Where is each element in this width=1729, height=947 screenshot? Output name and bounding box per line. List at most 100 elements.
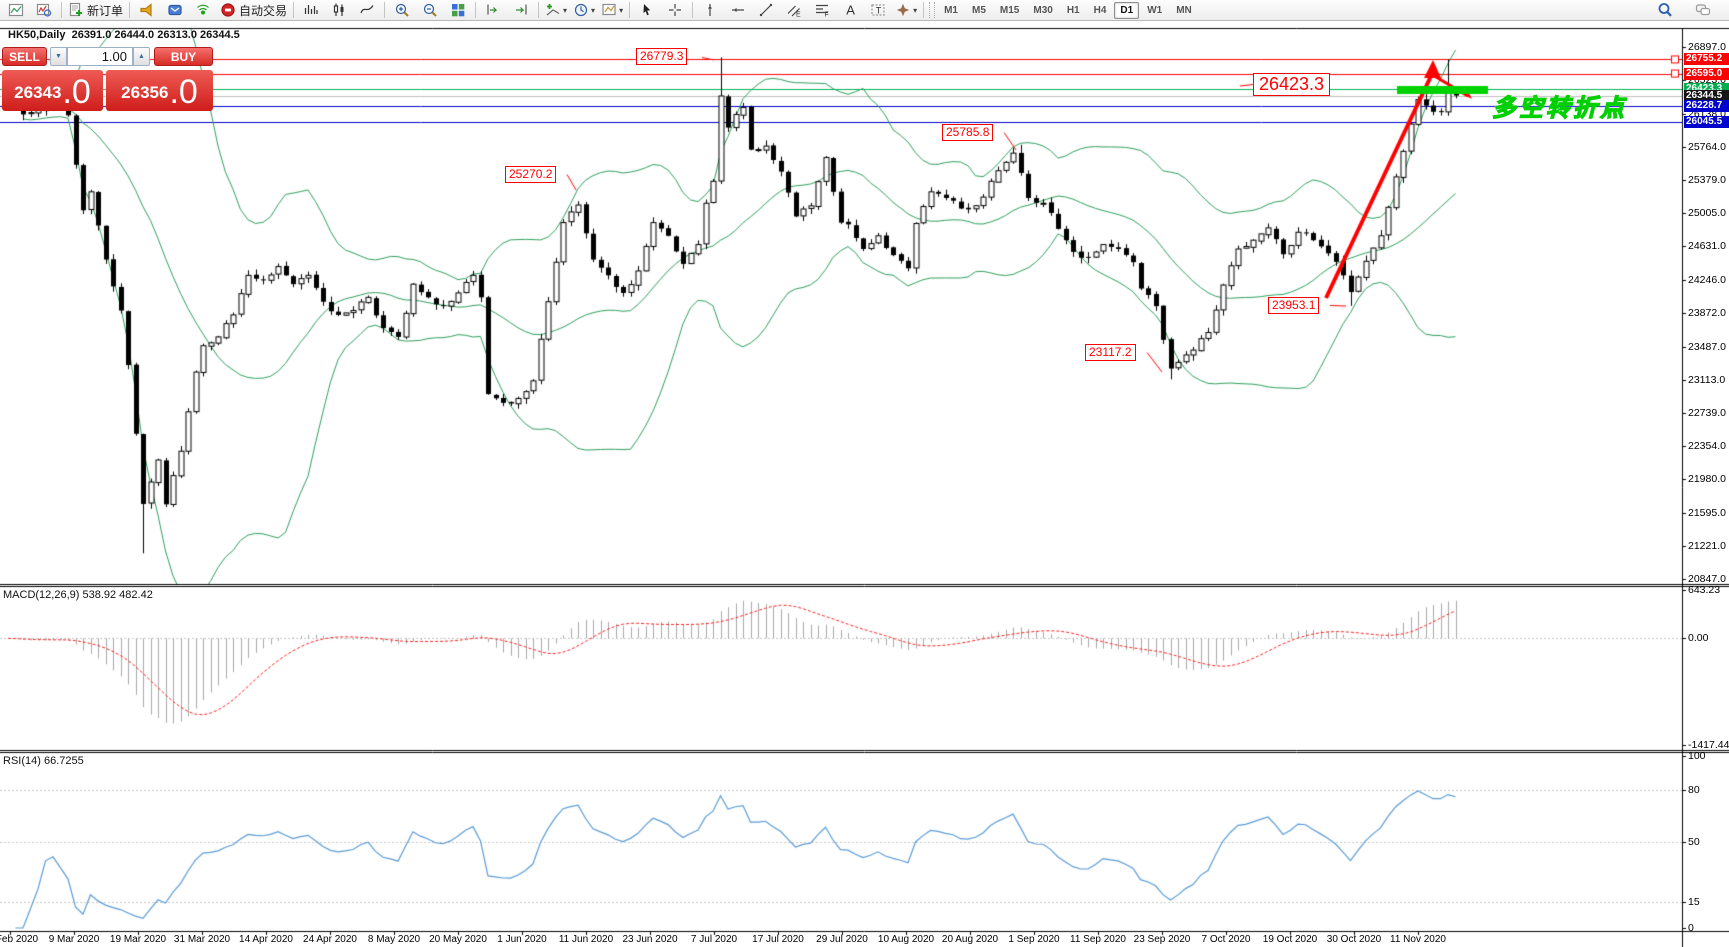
date-axis-label: 11 Jun 2020 [558,934,614,945]
bull-bear-turning-point-annotation[interactable]: 多空转折点 [1491,94,1627,122]
buy-button[interactable]: BUY [154,47,213,66]
text-button[interactable]: A [836,0,864,21]
crosshair-button[interactable] [661,0,689,21]
price-callout-label[interactable]: 25270.2 [505,166,557,183]
date-axis-label: 14 Apr 2020 [239,934,293,945]
price-axis-tick: 24631.0 [1688,240,1726,253]
auto-scroll-button[interactable] [479,0,507,21]
rsi-indicator-label: RSI(14) 66.7255 [3,755,84,767]
horizontal-line-button[interactable] [724,0,752,21]
timeframe-d1-button[interactable]: D1 [1114,1,1140,19]
date-axis-label: 23 Jun 2020 [622,934,678,945]
sell-button[interactable]: SELL [2,47,47,66]
sell-price-big: .0 [62,73,91,111]
auto-trading-button[interactable]: 自动交易 [217,0,290,21]
timeframe-m30-button[interactable]: M30 [1033,4,1053,16]
vertical-line-button[interactable] [696,0,724,21]
date-axis-label: 23 Sep 2020 [1133,934,1191,945]
tile-windows-button[interactable] [444,0,472,21]
cursor [643,4,651,16]
signals-icon[interactable] [189,0,217,21]
rsi-axis-tick: 0 [1688,922,1694,934]
price-axis-tick: 23872.0 [1688,306,1726,319]
candlestick-chart-button[interactable] [325,0,353,21]
timeframe-w1-button[interactable]: W1 [1147,4,1163,16]
price-axis-tick: 24246.0 [1688,274,1726,287]
equidistant-channel-button[interactable]: E [780,0,808,21]
timeframe-mn-button[interactable]: MN [1176,4,1192,16]
fib: F [816,4,829,19]
new-order-button[interactable]: 新订单 [65,0,126,21]
macd-axis-tick: -1417.44 [1688,738,1729,751]
toolbar-separator [629,2,631,18]
macd-axis-tick: 643.23 [1688,584,1721,596]
clock [574,3,588,17]
buy-price-big: .0 [169,73,198,111]
svg-text:F: F [825,12,829,19]
buy-price-button[interactable]: 26356 .0 [106,70,213,111]
template [602,3,616,16]
template-button[interactable]: ▾ [598,0,626,21]
dropdown-caret-icon: ▾ [619,5,624,15]
channel: E [787,5,801,18]
price-callout-label[interactable]: 25785.8 [942,124,994,141]
date-axis-label: 10 Aug 2020 [877,934,935,945]
chart-canvas[interactable] [0,22,1729,947]
vline [708,4,713,16]
chart-window-icon[interactable] [2,0,30,21]
price-level-box: 26595.0 [1684,67,1729,80]
toolbar-separator [475,2,477,18]
price-callout-label[interactable]: 26779.3 [636,48,688,65]
mailbox-icon[interactable] [161,0,189,21]
volume-input[interactable]: 1.00 [67,47,133,66]
date-axis-label: 1 Jun 2020 [497,934,547,945]
label-button[interactable]: T [864,0,892,21]
price-level-box: 26755.2 [1684,53,1729,66]
zoomout [423,3,437,17]
volume-up-button[interactable]: ▲ [133,47,150,66]
chart-shift-button[interactable] [507,0,535,21]
price-axis-tick: 21980.0 [1688,473,1726,486]
toolbar-separator [692,2,694,18]
date-axis-label: 11 Sep 2020 [1070,934,1126,945]
candles [333,3,344,16]
date-axis-label: 1 Sep 2020 [1008,934,1060,945]
cursor-button[interactable] [633,0,661,21]
price-callout-label[interactable]: 26423.3 [1253,73,1331,96]
date-axis-label: 20 Aug 2020 [941,934,999,945]
price-axis-tick: 26897.0 [1688,41,1726,53]
date-axis-label: 19 Oct 2020 [1262,934,1318,945]
price-axis-tick: 22354.0 [1688,440,1726,453]
add-indicator-button[interactable]: ▾ [542,0,570,21]
bar-chart-button[interactable] [297,0,325,21]
dropdown-caret-icon: ▾ [563,5,568,15]
alerts-icon[interactable] [133,0,161,21]
search-icon[interactable] [1651,0,1679,21]
rsi-axis-tick: 15 [1688,896,1700,909]
timeframe-m1-button[interactable]: M1 [944,4,958,16]
horn [140,3,152,17]
timeframe-h1-button[interactable]: H1 [1066,4,1080,16]
trendline-button[interactable] [752,0,780,21]
sell-price-button[interactable]: 26343 .0 [2,70,103,111]
period-button[interactable]: ▾ [570,0,598,21]
zoom-out-button[interactable] [416,0,444,21]
date-axis-label: 19 Mar 2020 [109,934,167,945]
line-chart-button[interactable] [353,0,381,21]
timeframe-m15-button[interactable]: M15 [999,4,1020,16]
volume-down-button[interactable]: ▼ [50,47,67,66]
addind [546,4,560,16]
arrows-button[interactable]: ▾ [892,0,920,21]
price-callout-label[interactable]: 23953.1 [1268,297,1320,314]
chat-icon[interactable] [1689,0,1717,21]
tick-chart-icon[interactable] [30,0,58,21]
zoom-in-button[interactable] [388,0,416,21]
date-axis-label: 30 Oct 2020 [1326,934,1382,945]
timeframe-m5-button[interactable]: M5 [972,4,986,16]
date-axis-label: 25 Feb 2020 [0,934,39,945]
fibonacci-button[interactable]: F [808,0,836,21]
rsi-axis-tick: 50 [1688,836,1700,848]
tickchart [36,3,52,17]
price-callout-label[interactable]: 23117.2 [1085,344,1136,361]
timeframe-h4-button[interactable]: H4 [1093,4,1107,16]
